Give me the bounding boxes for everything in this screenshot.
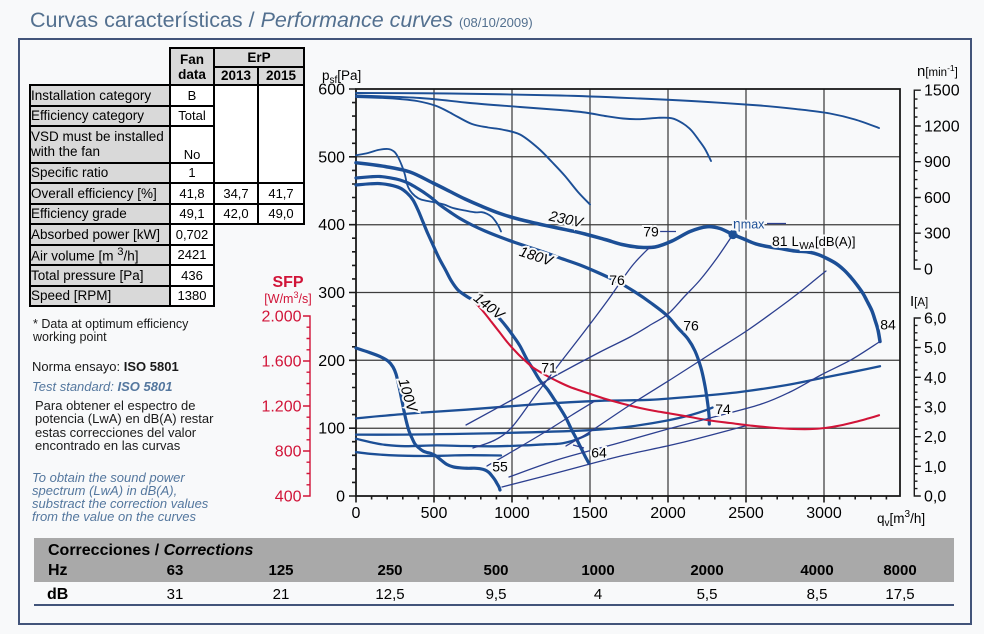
svg-text:600: 600: [318, 82, 345, 99]
svg-text:ηmax: ηmax: [733, 216, 765, 232]
svg-text:1000: 1000: [494, 505, 530, 522]
svg-text:64: 64: [591, 445, 607, 461]
svg-text:2000: 2000: [650, 505, 686, 522]
svg-text:1500: 1500: [924, 83, 960, 100]
svg-text:100V: 100V: [394, 377, 420, 415]
svg-text:400: 400: [318, 217, 345, 234]
svg-text:5,0: 5,0: [924, 340, 946, 357]
svg-text:2.000: 2.000: [261, 309, 301, 326]
svg-text:qv[m3/h]: qv[m3/h]: [877, 509, 925, 529]
svg-text:180V: 180V: [517, 244, 555, 270]
svg-text:3,0: 3,0: [924, 400, 946, 417]
svg-text:2500: 2500: [728, 505, 764, 522]
svg-text:74: 74: [715, 401, 731, 417]
svg-text:55: 55: [492, 459, 508, 475]
svg-text:SFP: SFP: [272, 274, 303, 291]
svg-text:0: 0: [924, 262, 933, 279]
svg-text:300: 300: [318, 285, 345, 302]
svg-text:I[A]: I[A]: [910, 293, 928, 310]
svg-text:0: 0: [336, 489, 345, 506]
svg-text:84: 84: [880, 317, 896, 333]
svg-text:600: 600: [924, 190, 951, 207]
svg-text:2,0: 2,0: [924, 429, 946, 446]
svg-text:300: 300: [924, 226, 951, 243]
svg-text:1.200: 1.200: [261, 399, 301, 416]
svg-text:1,0: 1,0: [924, 459, 946, 476]
svg-text:3000: 3000: [806, 505, 842, 522]
svg-text:900: 900: [924, 154, 951, 171]
svg-text:4,0: 4,0: [924, 370, 946, 387]
svg-text:800: 800: [275, 444, 302, 461]
svg-text:76: 76: [683, 318, 699, 334]
svg-text:200: 200: [318, 353, 345, 370]
svg-text:1200: 1200: [924, 119, 960, 136]
svg-text:0: 0: [352, 505, 361, 522]
svg-text:6,0: 6,0: [924, 311, 946, 328]
svg-text:100: 100: [318, 421, 345, 438]
svg-text:[W/m3/s]: [W/m3/s]: [264, 290, 311, 306]
svg-text:81 LWA[dB(A)]: 81 LWA[dB(A)]: [772, 233, 855, 252]
svg-text:79: 79: [643, 224, 659, 240]
svg-text:500: 500: [318, 149, 345, 166]
svg-text:psf[Pa]: psf[Pa]: [322, 68, 361, 86]
svg-text:500: 500: [421, 505, 448, 522]
svg-text:n[min-1]: n[min-1]: [917, 63, 958, 80]
svg-text:0,0: 0,0: [924, 489, 946, 506]
svg-text:1.600: 1.600: [261, 354, 301, 371]
svg-text:71: 71: [541, 360, 557, 376]
svg-text:1500: 1500: [572, 505, 608, 522]
svg-text:400: 400: [275, 489, 302, 506]
svg-text:76: 76: [609, 272, 625, 288]
